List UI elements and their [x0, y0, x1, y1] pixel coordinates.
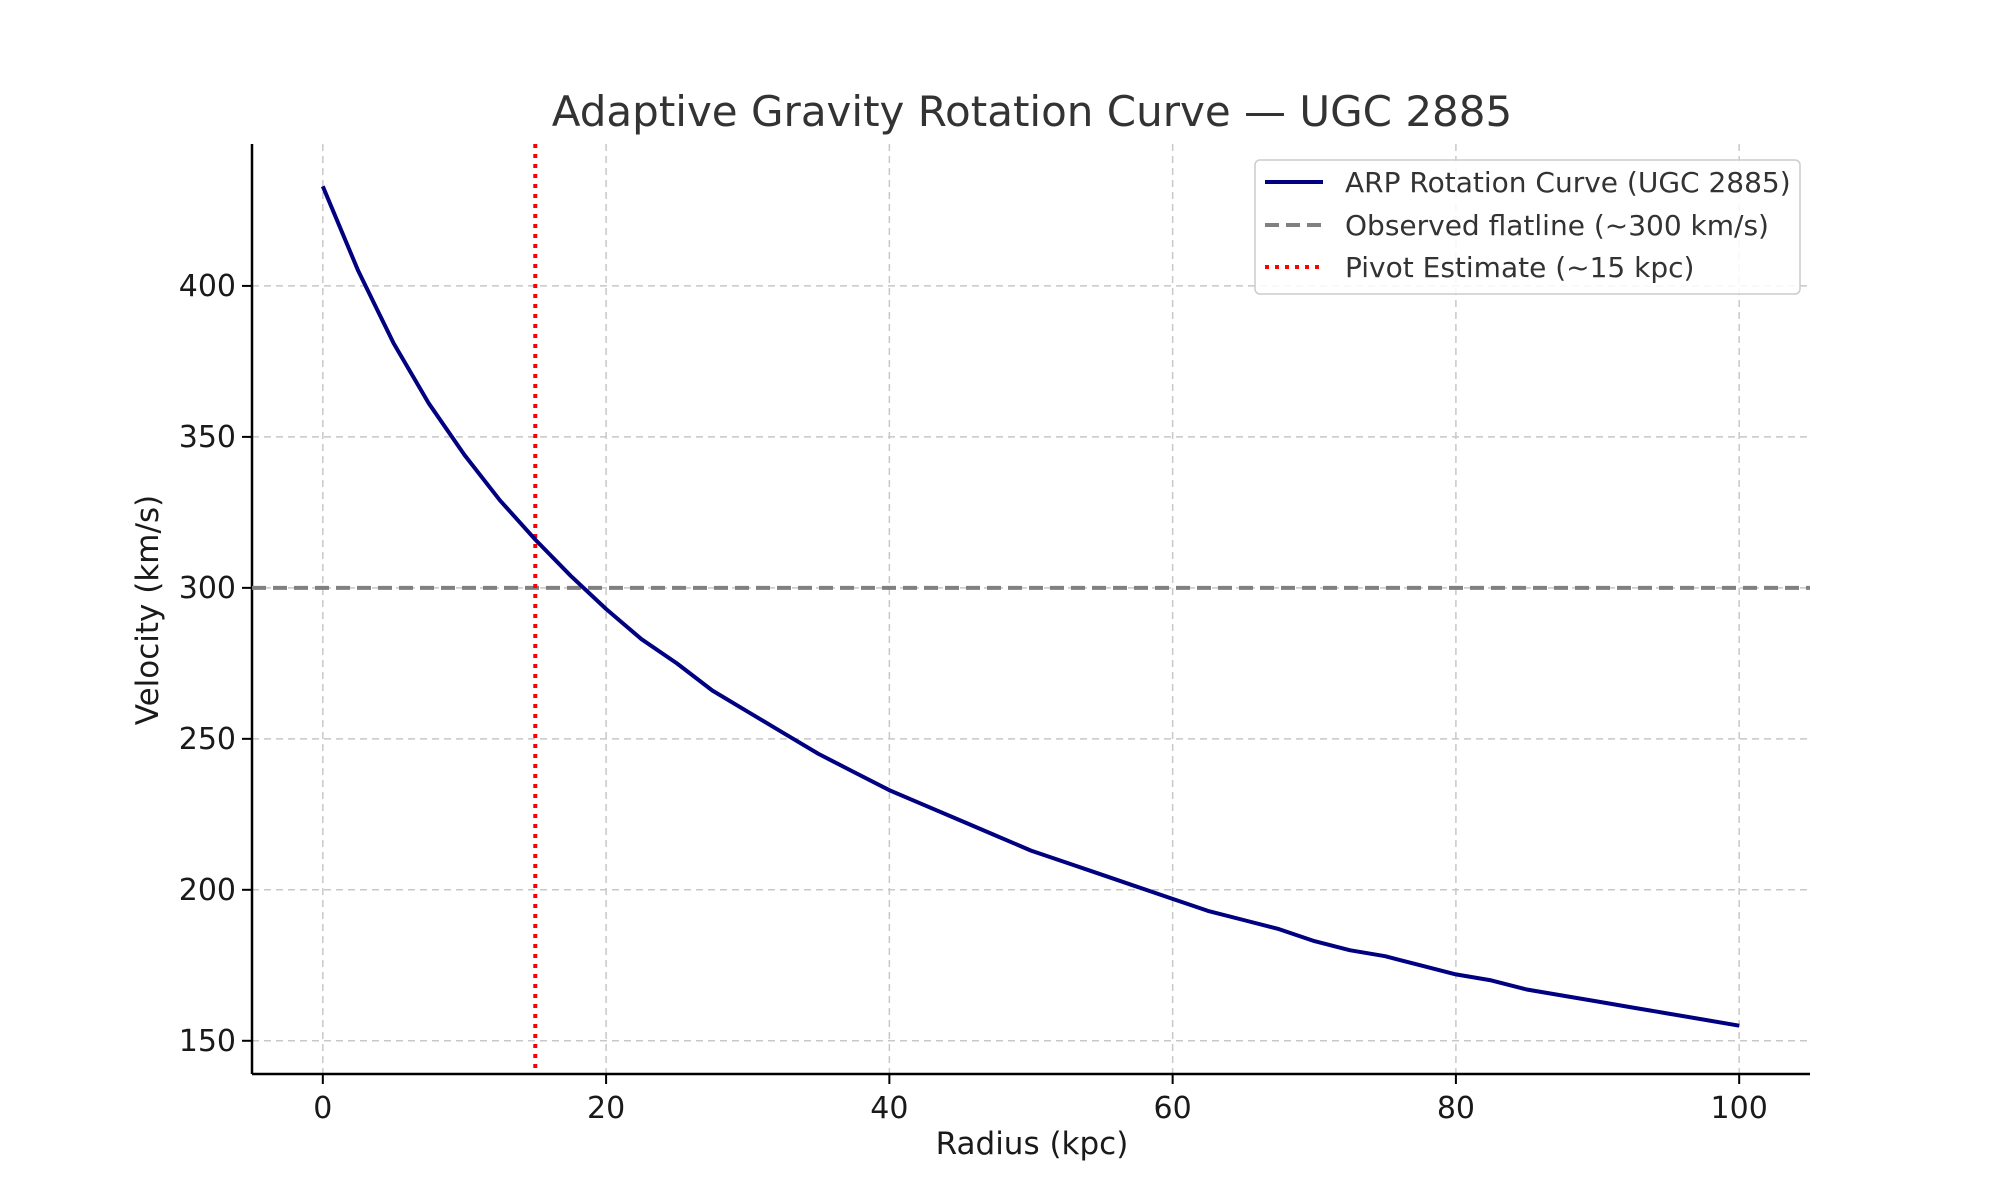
x-tick-label: 100 — [1711, 1091, 1768, 1126]
chart-title: Adaptive Gravity Rotation Curve — UGC 28… — [552, 87, 1512, 136]
legend-label-arp-curve: ARP Rotation Curve (UGC 2885) — [1345, 166, 1791, 199]
y-tick-label: 300 — [179, 571, 236, 606]
legend-box — [1254, 159, 1801, 295]
y-tick-label: 400 — [179, 269, 236, 304]
legend: ARP Rotation Curve (UGC 2885) Observed f… — [1254, 159, 1801, 295]
x-tick-label: 0 — [313, 1091, 332, 1126]
legend-label-pivot: Pivot Estimate (~15 kpc) — [1345, 251, 1694, 284]
y-axis-label: Velocity (km/s) — [130, 495, 166, 725]
y-tick-label: 200 — [179, 873, 236, 908]
tick-labels: 0 20 40 60 80 100 150 200 250 300 350 400 — [179, 269, 1768, 1126]
x-tick-label: 80 — [1437, 1091, 1475, 1126]
axes — [242, 144, 1810, 1084]
y-tick-label: 350 — [179, 420, 236, 455]
y-tick-label: 150 — [179, 1024, 236, 1059]
arp-curve-series — [320, 185, 1740, 1028]
y-tick-label: 250 — [179, 722, 236, 757]
x-tick-label: 40 — [870, 1091, 908, 1126]
x-tick-label: 60 — [1154, 1091, 1192, 1126]
x-tick-label: 20 — [587, 1091, 625, 1126]
plot-area — [252, 144, 1810, 1074]
x-axis-label: Radius (kpc) — [936, 1126, 1129, 1162]
legend-label-flatline: Observed flatline (~300 km/s) — [1345, 209, 1769, 242]
